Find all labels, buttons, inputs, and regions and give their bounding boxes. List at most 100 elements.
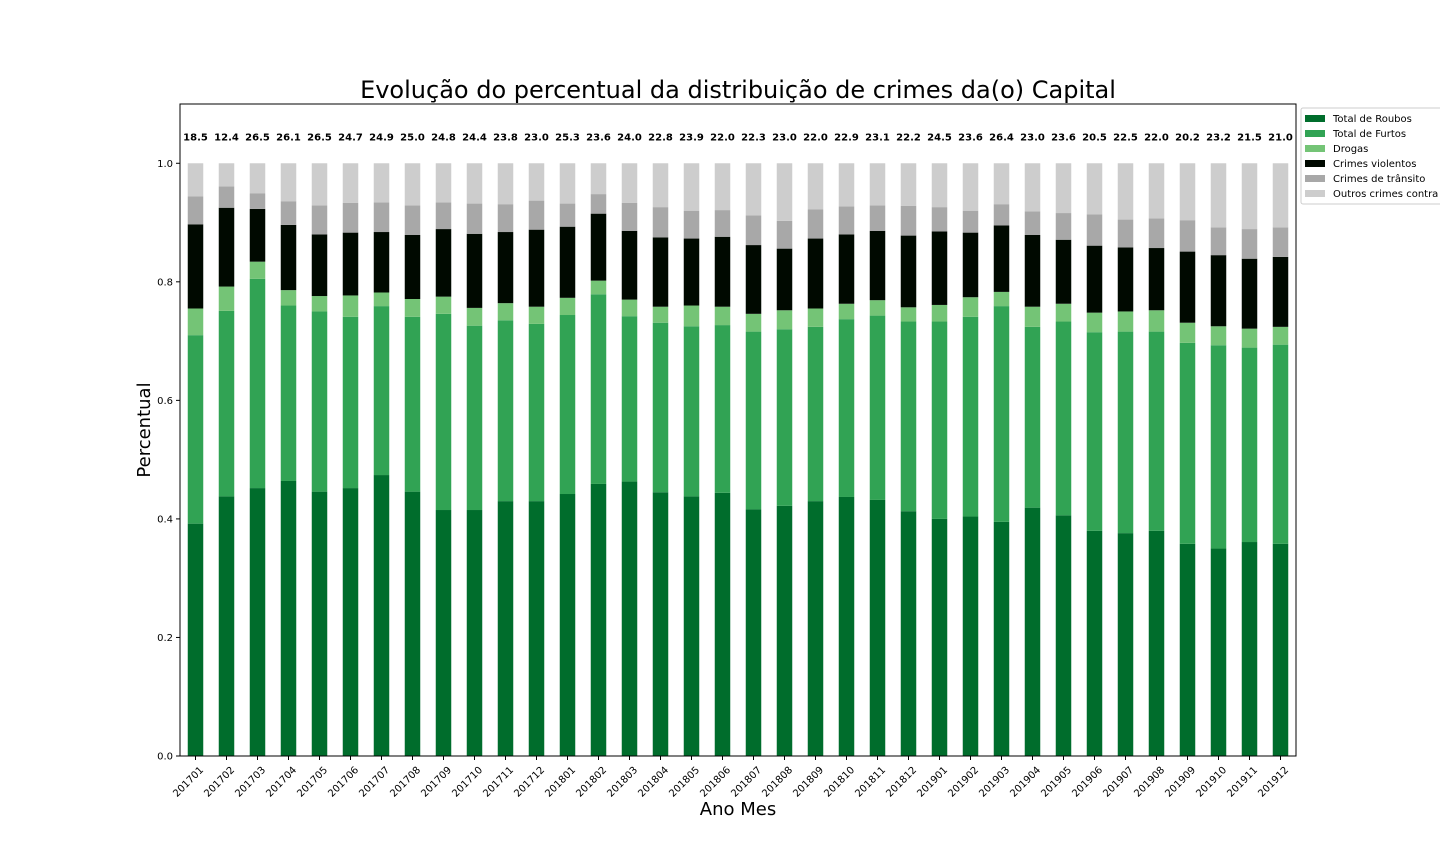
bar-segment-201906-s4 (1086, 214, 1103, 246)
bar-segment-201809-s3 (807, 238, 824, 309)
bar-segment-201708-s1 (404, 316, 421, 492)
bar-segment-201809-s5 (807, 163, 824, 210)
bar-segment-201806-s3 (714, 236, 731, 307)
bar-segment-201807-s2 (745, 313, 762, 332)
bar-segment-201908-s4 (1148, 218, 1165, 249)
bar-segment-201808-s3 (776, 248, 793, 311)
bar-segment-201705-s0 (311, 491, 328, 756)
bar-segment-201810-s4 (838, 206, 855, 235)
bar-segment-201704-s4 (280, 201, 297, 225)
bar-segment-201811-s2 (869, 300, 886, 316)
bar-segment-201701-s5 (187, 163, 204, 197)
bar-segment-201809-s1 (807, 326, 824, 502)
bar-segment-201706-s2 (342, 295, 359, 317)
bar-segment-201810-s3 (838, 234, 855, 304)
bar-segment-201803-s0 (621, 481, 638, 756)
data-label-201910: 23.2 (1206, 133, 1231, 144)
bar-segment-201704-s2 (280, 290, 297, 306)
data-label-201712: 23.0 (524, 133, 549, 144)
bar-segment-201803-s1 (621, 316, 638, 482)
x-tick-label-201701: 201701 (171, 765, 206, 800)
bar-segment-201804-s3 (652, 237, 669, 307)
bar-segment-201907-s1 (1117, 331, 1134, 534)
data-label-201909: 20.2 (1175, 133, 1200, 144)
legend-label-1: Total de Furtos (1332, 129, 1406, 140)
bar-segment-201905-s0 (1055, 515, 1072, 756)
x-tick-label-201712: 201712 (512, 765, 547, 800)
x-tick-label-201808: 201808 (760, 765, 795, 800)
x-tick-label-201711: 201711 (481, 765, 516, 800)
bar-segment-201707-s3 (373, 232, 390, 293)
bar-segment-201802-s1 (590, 294, 607, 484)
bar-segment-201810-s2 (838, 303, 855, 320)
bar-segment-201711-s2 (497, 303, 514, 321)
bar-segment-201812-s5 (900, 163, 917, 206)
bar-segment-201806-s5 (714, 163, 731, 211)
bar-segment-201712-s4 (528, 200, 545, 230)
bar-segment-201911-s0 (1241, 542, 1258, 756)
data-label-201807: 22.3 (741, 133, 766, 144)
data-label-201702: 12.4 (214, 133, 239, 144)
bar-segment-201901-s3 (931, 231, 948, 305)
data-label-201901: 24.5 (927, 133, 952, 144)
bar-segment-201711-s3 (497, 232, 514, 304)
bar-segment-201910-s3 (1210, 255, 1227, 327)
bar-segment-201801-s1 (559, 315, 576, 495)
bar-segment-201911-s2 (1241, 328, 1258, 348)
bar-segment-201902-s1 (962, 316, 979, 517)
bar-segment-201712-s1 (528, 323, 545, 502)
x-tick-label-201802: 201802 (574, 765, 609, 800)
bar-segment-201905-s5 (1055, 163, 1072, 214)
bar-segment-201807-s3 (745, 245, 762, 314)
bar-segment-201912-s2 (1272, 326, 1289, 345)
legend-label-5: Outros crimes contra (1333, 189, 1438, 200)
bar-segment-201901-s5 (931, 163, 948, 208)
bar-segment-201903-s3 (993, 225, 1010, 292)
bar-segment-201710-s3 (466, 233, 483, 308)
bar-segment-201806-s0 (714, 492, 731, 756)
bar-segment-201704-s0 (280, 480, 297, 756)
data-label-201809: 22.0 (803, 133, 828, 144)
x-axis-label: Ano Mes (700, 799, 776, 820)
bar-segment-201708-s4 (404, 205, 421, 235)
legend-swatch-5 (1305, 190, 1325, 197)
bar-segment-201904-s5 (1024, 163, 1041, 212)
bar-segment-201702-s2 (218, 286, 235, 311)
bar-segment-201802-s0 (590, 483, 607, 756)
data-label-201701: 18.5 (183, 133, 208, 144)
bar-segment-201809-s4 (807, 209, 824, 239)
bar-segment-201708-s3 (404, 234, 421, 299)
bar-segment-201911-s1 (1241, 347, 1258, 543)
bar-segment-201812-s4 (900, 205, 917, 236)
bar-segment-201707-s5 (373, 163, 390, 203)
x-tick-label-201804: 201804 (636, 765, 671, 800)
x-tick-label-201807: 201807 (729, 765, 764, 800)
x-tick-label-201909: 201909 (1163, 765, 1198, 800)
bar-segment-201804-s2 (652, 306, 669, 323)
bar-segment-201807-s1 (745, 331, 762, 510)
x-tick-label-201708: 201708 (388, 765, 423, 800)
bar-segment-201907-s3 (1117, 247, 1134, 312)
bar-segment-201709-s4 (435, 202, 452, 230)
bar-segment-201701-s4 (187, 196, 204, 225)
bar-segment-201908-s5 (1148, 163, 1165, 219)
data-label-201706: 24.7 (338, 133, 363, 144)
bar-segment-201902-s5 (962, 163, 979, 211)
bar-segment-201708-s0 (404, 491, 421, 756)
bar-segment-201706-s1 (342, 316, 359, 489)
x-tick-label-201812: 201812 (884, 765, 919, 800)
data-label-201903: 26.4 (989, 133, 1014, 144)
data-label-201703: 26.5 (245, 133, 270, 144)
bar-segment-201806-s1 (714, 325, 731, 493)
x-tick-label-201907: 201907 (1101, 765, 1136, 800)
bar-segment-201903-s2 (993, 291, 1010, 307)
bar-segment-201805-s1 (683, 326, 700, 497)
bar-segment-201710-s2 (466, 307, 483, 326)
y-tick-label-3: 0.6 (157, 396, 173, 407)
x-tick-label-201901: 201901 (915, 765, 950, 800)
bar-segment-201711-s4 (497, 204, 514, 233)
x-tick-label-201806: 201806 (698, 765, 733, 800)
bar-segment-201901-s0 (931, 518, 948, 756)
data-label-201907: 22.5 (1113, 133, 1138, 144)
bar-segment-201907-s2 (1117, 311, 1134, 332)
